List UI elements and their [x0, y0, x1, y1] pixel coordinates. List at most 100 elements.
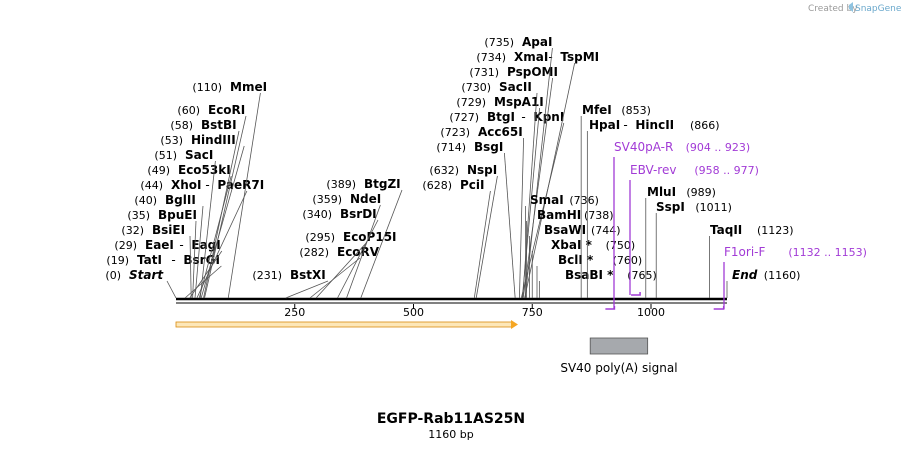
cut-site-bglii[interactable]: (40) BglII: [134, 193, 204, 299]
cut-site-bsrdi[interactable]: (340) BsrDI: [302, 207, 379, 299]
cut-site-position: (29): [114, 239, 137, 252]
cut-site-connector: [227, 92, 261, 299]
feature-orf-arrow[interactable]: [175, 320, 518, 329]
cut-site-sacii[interactable]: (730) SacII: [461, 80, 538, 299]
cut-site-connector: [524, 62, 576, 299]
primer-binding-mark: [631, 292, 641, 296]
cut-site-eaei-eagi[interactable]: (29)EaeI-EagI: [114, 238, 223, 299]
features: SV40 poly(A) signal: [175, 320, 678, 375]
cut-site-bcli[interactable]: BclI * (760): [536, 253, 642, 298]
enzyme-name: EcoRI: [208, 103, 245, 117]
cut-site-xmai-tspmi[interactable]: (734) XmaI - TspMI: [476, 50, 599, 299]
cut-site-ecori[interactable]: (60) EcoRI: [177, 103, 247, 299]
cut-site-mspa1i[interactable]: (729) MspA1I: [456, 95, 544, 299]
cut-site-position: (49): [147, 164, 170, 177]
cut-site-connector: [189, 235, 192, 299]
enzyme-name: BsaBI *: [565, 268, 614, 282]
cut-site-bsawi[interactable]: BsaWI (744): [529, 223, 621, 298]
cut-site-connector: [519, 137, 524, 299]
enzyme-name: Acc65I: [478, 125, 523, 139]
enzyme-name: SmaI: [530, 193, 564, 207]
enzyme-name: BsaWI: [544, 223, 586, 237]
cut-site-smai[interactable]: SmaI (736): [525, 193, 599, 298]
feature-label: SV40 poly(A) signal: [560, 361, 677, 375]
cut-site-bstbi[interactable]: (58) BstBI: [170, 118, 240, 299]
cut-site-bsiei[interactable]: (32) BsiEI: [121, 223, 192, 299]
cut-site-position: (295): [305, 231, 335, 244]
cut-site-taqii[interactable]: TaqII (1123): [709, 223, 794, 298]
primer-sites: SV40pA-R (904 .. 923) EBV-rev (958 .. 977) F…: [605, 140, 867, 310]
primer-f1ori-f[interactable]: F1ori-F (1132 .. 1153): [713, 245, 867, 310]
cut-site-bsgi[interactable]: (714) BsgI: [436, 140, 516, 299]
cut-site-mmei[interactable]: (110) MmeI: [192, 80, 267, 299]
cut-site-position: (750): [606, 239, 636, 252]
cut-site-position: (60): [177, 104, 200, 117]
cut-site-position: (0): [105, 269, 121, 282]
cut-site-connector: [200, 145, 245, 299]
cut-site-connector: [196, 190, 248, 299]
enzyme-name: ApaI: [522, 35, 552, 49]
cut-site-connector: [204, 115, 247, 299]
primer-name: SV40pA-R: [614, 140, 673, 154]
cut-site-bsabi[interactable]: BsaBI * (765): [538, 268, 657, 298]
cut-site-acc65i[interactable]: (723) Acc65I: [440, 125, 524, 299]
enzyme-name: SacI: [185, 148, 213, 162]
enzyme-name: BsgI: [474, 140, 503, 154]
cut-site-connector: [522, 92, 538, 299]
cut-site-hpai-hincii[interactable]: HpaI - HincII (866): [586, 118, 720, 298]
enzyme-name: BsrDI: [340, 207, 377, 221]
cut-site-position: (632): [429, 164, 459, 177]
enzyme-name: End: [732, 268, 758, 282]
cut-site-pcii[interactable]: (628) PciI: [422, 178, 491, 299]
cut-site-ndei[interactable]: (359) NdeI: [312, 192, 381, 299]
name-separator: -: [548, 50, 552, 64]
feature-arrow-head-icon: [511, 320, 518, 329]
primer-range: (904 .. 923): [686, 141, 751, 154]
feature-box: [589, 337, 649, 355]
cut-site-mlui[interactable]: MluI (989): [645, 185, 716, 298]
enzyme-name: KpnI: [533, 110, 564, 124]
cut-site-position: (866): [690, 119, 720, 132]
cut-site-pspomi[interactable]: (731) PspOMI: [469, 65, 558, 299]
cut-site-bstxi[interactable]: (231) BstXI: [252, 268, 329, 299]
credit-brand: SnapGene: [855, 4, 902, 14]
cut-site-mfei[interactable]: MfeI (853): [580, 103, 651, 298]
credit: Created by SnapGene: [808, 2, 902, 14]
cut-site-position: (729): [456, 96, 486, 109]
cut-site-saci[interactable]: (51) SacI: [154, 148, 216, 299]
enzyme-name: PciI: [460, 178, 485, 192]
enzyme-name: BsiEI: [152, 223, 185, 237]
cut-site-hindiii[interactable]: (53) HindIII: [160, 133, 245, 299]
enzyme-name: TatI: [137, 253, 162, 267]
enzyme-name: PspOMI: [507, 65, 558, 79]
cut-site-position: (723): [440, 126, 470, 139]
enzyme-name: MspA1I: [494, 95, 544, 109]
primer-ebv-rev[interactable]: EBV-rev (958 .. 977): [629, 163, 759, 296]
primer-sv40pa-r[interactable]: SV40pA-R (904 .. 923): [605, 140, 751, 310]
cut-site-nspi[interactable]: (632) NspI: [429, 163, 498, 299]
cut-site-btgzi[interactable]: (389) BtgZI: [326, 177, 403, 299]
cut-site-xbai[interactable]: XbaI * (750): [531, 238, 636, 298]
primer-binding-mark: [713, 306, 725, 310]
enzyme-name: EaeI: [145, 238, 174, 252]
primer-name: EBV-rev: [630, 163, 676, 177]
cut-site-connector: [194, 205, 204, 299]
cut-site-btgi-kpni[interactable]: (727) BtgI - KpnI: [449, 110, 564, 299]
feature-sv40-poly-a-signal[interactable]: SV40 poly(A) signal: [560, 337, 678, 375]
primer-name: F1ori-F: [724, 245, 765, 259]
cut-site-connector: [203, 130, 240, 299]
cut-site-bpuei[interactable]: (35) BpuEI: [127, 208, 197, 299]
cut-site-start[interactable]: (0) Start: [105, 268, 177, 299]
cut-site-end[interactable]: End (1160): [726, 268, 800, 298]
cut-site-connector: [346, 204, 381, 299]
enzyme-name: XhoI: [171, 178, 202, 192]
cut-site-sspi[interactable]: SspI (1011): [655, 200, 732, 298]
enzyme-name: MluI: [647, 185, 676, 199]
cut-site-connector: [198, 175, 232, 299]
cut-site-bamhi[interactable]: BamHI (738): [526, 208, 614, 298]
cut-site-eco53ki[interactable]: (49) Eco53kI: [147, 163, 232, 299]
enzyme-name: Start: [129, 268, 164, 282]
cut-site-position: (989): [686, 186, 716, 199]
cut-site-position: (58): [170, 119, 193, 132]
